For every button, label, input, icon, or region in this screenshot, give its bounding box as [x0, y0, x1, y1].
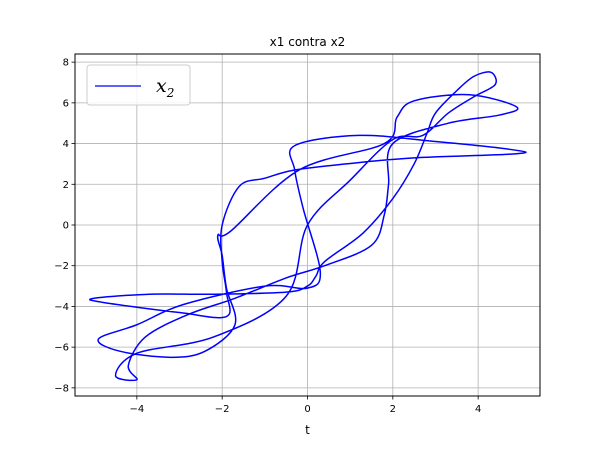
y-tick-label: 4 — [63, 139, 69, 150]
x-tick-label: 4 — [475, 404, 481, 415]
y-tick-label: −8 — [54, 383, 69, 394]
plot-area — [88, 71, 527, 382]
y-tick-label: 6 — [63, 98, 69, 109]
y-tick-label: 8 — [63, 58, 69, 69]
series-x2-line — [88, 71, 527, 382]
y-tick-label: 0 — [63, 221, 69, 232]
x-tick-label: 2 — [390, 404, 396, 415]
x-tick-label: −4 — [129, 404, 144, 415]
y-tick-label: −2 — [54, 261, 69, 272]
y-tick-label: 2 — [63, 180, 69, 191]
x-axis-label: t — [305, 423, 310, 437]
x-tick-label: 0 — [304, 404, 310, 415]
chart-title: x1 contra x2 — [270, 35, 346, 49]
ticks: −4 −2 0 2 4 −8 −6 −4 −2 0 2 4 6 8 — [54, 58, 481, 415]
x-tick-label: −2 — [215, 404, 230, 415]
y-tick-label: −4 — [54, 302, 69, 313]
y-tick-label: −6 — [54, 343, 69, 354]
legend-box — [86, 64, 191, 106]
legend-entry-x2: x2 — [156, 75, 174, 100]
legend: x2 — [86, 64, 191, 106]
